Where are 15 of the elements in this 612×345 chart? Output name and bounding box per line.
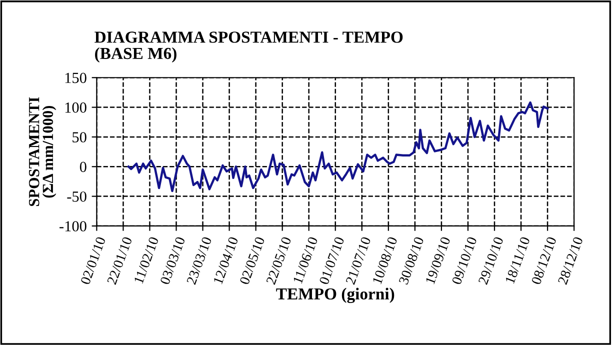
y-tick-label: 100 (65, 102, 86, 113)
y-tick-label: 50 (72, 132, 86, 142)
y-tick-label: 0 (80, 162, 86, 172)
chart-title: DIAGRAMMA SPOSTAMENTI - TEMPO (BASE M6) (94, 32, 403, 62)
x-axis-title: TEMPO (giorni) (276, 288, 394, 304)
x-tick-label: 10/08/10 (372, 236, 398, 284)
x-tick-label: 11/02/10 (134, 236, 159, 284)
y-tick-label: -50 (67, 191, 86, 202)
line-series (127, 101, 549, 192)
x-tick-label: 18/11/10 (505, 236, 530, 284)
y-tick-label: -100 (60, 221, 86, 232)
y-axis-title: SPOSTAMENTI (ΣΔ mm/1000) (28, 97, 56, 206)
x-tick-label: 11/06/10 (292, 236, 318, 284)
x-tick-label: 12/04/10 (213, 236, 238, 284)
y-tick-label: 150 (65, 72, 86, 84)
